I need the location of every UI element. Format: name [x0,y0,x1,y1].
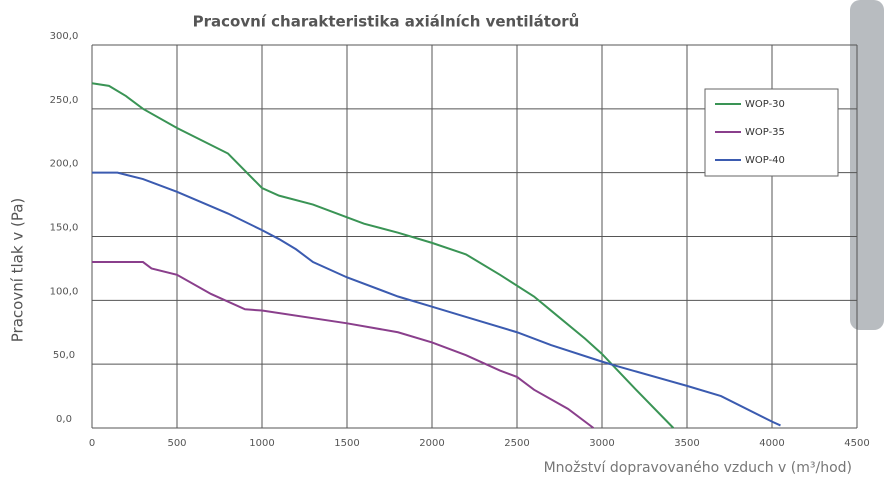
y-tick-label: 200,0 [50,159,79,170]
y-tick-label: 150,0 [50,223,79,234]
x-tick-label: 3500 [674,438,699,449]
side-image [850,0,884,330]
x-tick-label: 0 [89,438,95,449]
x-axis-label: Množství dopravovaného vzduch v (m³/hod) [544,460,852,476]
y-tick-label: 0,0 [56,414,72,425]
y-axis-label: Pracovní tlak v (Pa) [9,198,27,343]
x-tick-label: 500 [167,438,186,449]
x-tick-label: 2000 [419,438,444,449]
legend-label: WOP-30 [745,99,785,110]
legend-label: WOP-40 [745,155,785,166]
x-tick-label: 1000 [249,438,274,449]
x-tick-label: 2500 [504,438,529,449]
y-tick-label: 250,0 [50,95,79,106]
y-tick-label: 100,0 [50,286,79,297]
chart-title: Pracovní charakteristika axiálních venti… [193,13,580,31]
series-line [92,171,781,427]
x-tick-label: 3000 [589,438,614,449]
x-tick-label: 4500 [844,438,869,449]
series-line [91,82,675,429]
y-tick-label: 300,0 [50,31,79,42]
x-tick-label: 1500 [334,438,359,449]
x-tick-label: 4000 [759,438,784,449]
y-tick-label: 50,0 [53,350,75,361]
legend-label: WOP-35 [745,127,785,138]
series-line [92,261,595,429]
